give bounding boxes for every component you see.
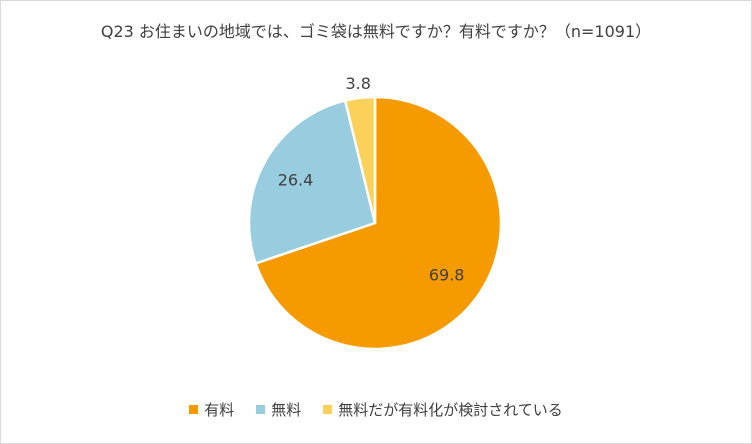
legend-swatch-free [256, 405, 266, 414]
data-label-paid: 69.8 [429, 265, 465, 284]
legend-label-free: 無料 [271, 401, 302, 419]
legend-item-free-considering-paid: 無料だが有料化が検討されている [323, 399, 563, 420]
pie-slice-free [247, 99, 377, 265]
legend-item-free: 無料 [256, 399, 301, 420]
legend-label-free-considering-paid: 無料だが有料化が検討されている [338, 401, 563, 419]
pie-slice-free-considering-paid [343, 95, 377, 225]
legend-label-paid: 有料 [204, 401, 235, 419]
data-label-free: 26.4 [278, 170, 314, 189]
chart-title: Q23 お住まいの地域では、ゴミ袋は無料ですか？有料ですか？（n=1091） [100, 22, 652, 41]
legend-item-paid: 有料 [189, 399, 234, 420]
legend: 有料 無料 無料だが有料化が検討されている [0, 399, 752, 420]
legend-swatch-free-considering-paid [323, 405, 333, 414]
data-label-free-considering-paid: 3.8 [345, 74, 370, 93]
pie-slice-paid [254, 95, 503, 351]
legend-swatch-paid [189, 405, 199, 414]
